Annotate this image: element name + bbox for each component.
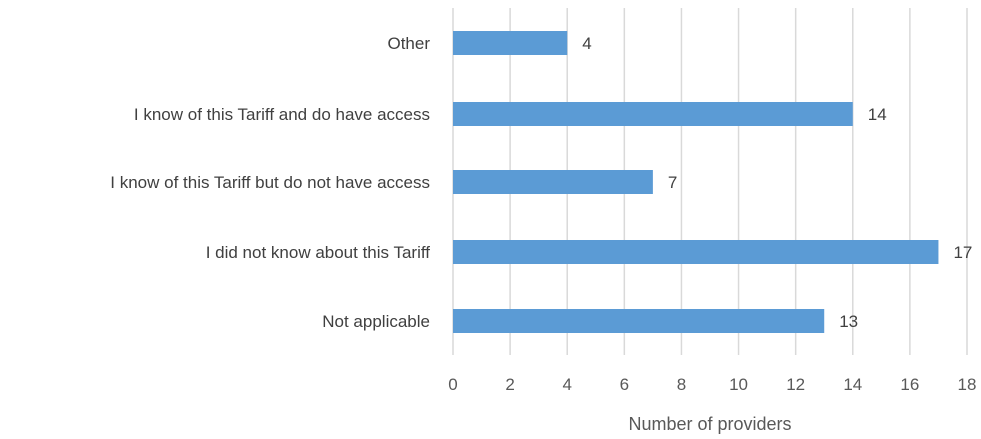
x-tick-label: 2 — [505, 375, 514, 394]
category-label: Not applicable — [322, 312, 430, 331]
category-label: Other — [387, 34, 430, 53]
x-tick-label: 18 — [958, 375, 977, 394]
bars — [453, 31, 939, 333]
x-tick-label: 12 — [786, 375, 805, 394]
x-tick-label: 4 — [562, 375, 571, 394]
category-label: I know of this Tariff but do not have ac… — [110, 173, 430, 192]
bar — [453, 170, 653, 194]
x-tick-label: 6 — [620, 375, 629, 394]
data-label: 7 — [668, 173, 677, 192]
bar — [453, 309, 825, 333]
data-label: 4 — [582, 34, 591, 53]
category-label: I did not know about this Tariff — [206, 243, 431, 262]
category-label: I know of this Tariff and do have access — [134, 105, 430, 124]
data-label: 14 — [868, 105, 887, 124]
data-label: 13 — [839, 312, 858, 331]
data-labels: 4 14 7 17 13 — [582, 34, 972, 331]
gridlines — [452, 8, 968, 355]
x-axis-title: Number of providers — [628, 414, 791, 434]
category-labels: Other I know of this Tariff and do have a… — [110, 34, 430, 331]
x-tick-label: 0 — [448, 375, 457, 394]
bar — [453, 240, 939, 264]
bar — [453, 102, 853, 126]
x-tick-labels: 0 2 4 6 8 10 12 14 16 18 — [448, 375, 976, 394]
x-tick-label: 8 — [677, 375, 686, 394]
x-tick-label: 10 — [729, 375, 748, 394]
bar — [453, 31, 568, 55]
x-tick-label: 14 — [843, 375, 862, 394]
data-label: 17 — [953, 243, 972, 262]
x-tick-label: 16 — [900, 375, 919, 394]
